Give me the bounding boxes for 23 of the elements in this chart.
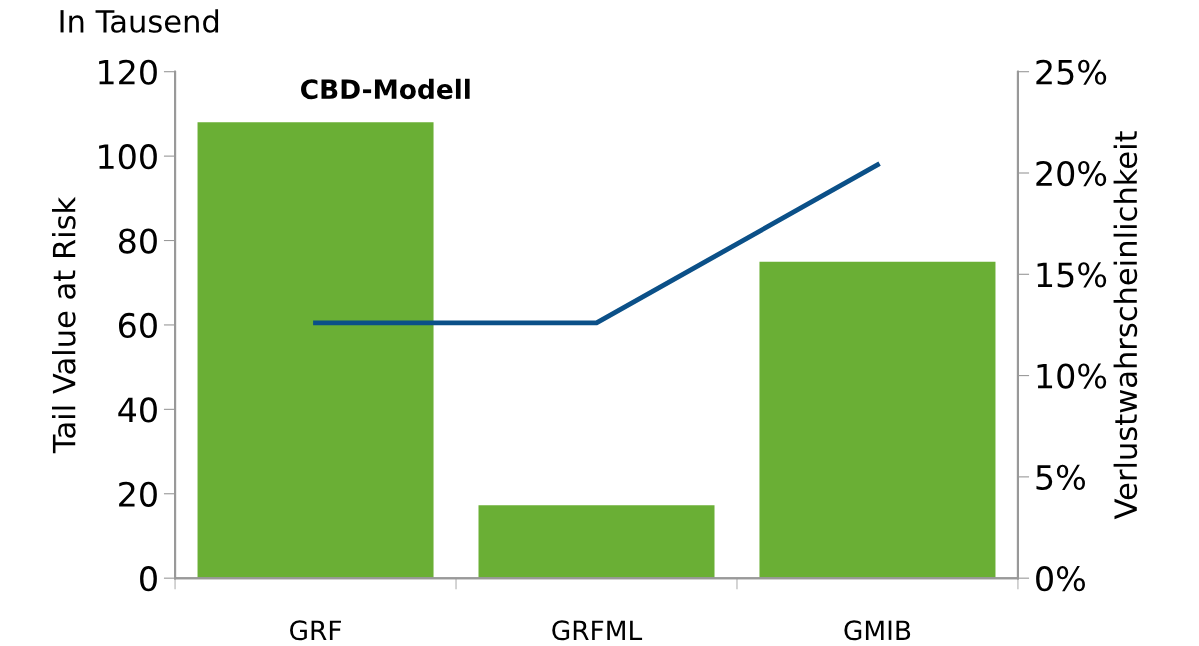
y-tick-label: 100 <box>99 144 157 170</box>
chart-title: CBD-Modell <box>301 78 470 100</box>
y-axis-title: Tail Value at Risk <box>52 196 76 454</box>
y-tick-label: 40 <box>118 397 157 423</box>
bar <box>197 122 434 579</box>
y-tick-label: 0 <box>140 566 157 592</box>
x-tick-label: GMIB <box>844 620 911 641</box>
y2-axis-title: Verlustwahrscheinlichkeit <box>1113 131 1138 520</box>
y2-tick-label: 0% <box>1036 566 1085 592</box>
bar <box>759 261 996 579</box>
y2-tick-label: 25% <box>1036 59 1107 85</box>
x-tick-label: GRFML <box>552 620 643 641</box>
y2-tick-label: 10% <box>1037 363 1107 389</box>
text: In Tausend <box>60 9 219 33</box>
bar <box>478 505 715 579</box>
y2-tick-label: 5% <box>1036 464 1085 491</box>
y-tick-label: 20 <box>119 481 157 507</box>
y2-tick-label: 20% <box>1036 160 1107 187</box>
y-tick-label: 60 <box>118 312 157 339</box>
y2-tick-label: 15% <box>1037 262 1107 288</box>
y-tick-label: 120 <box>99 59 157 85</box>
y-tick-label: 80 <box>118 228 157 254</box>
x-tick-label: GRF <box>290 620 341 641</box>
